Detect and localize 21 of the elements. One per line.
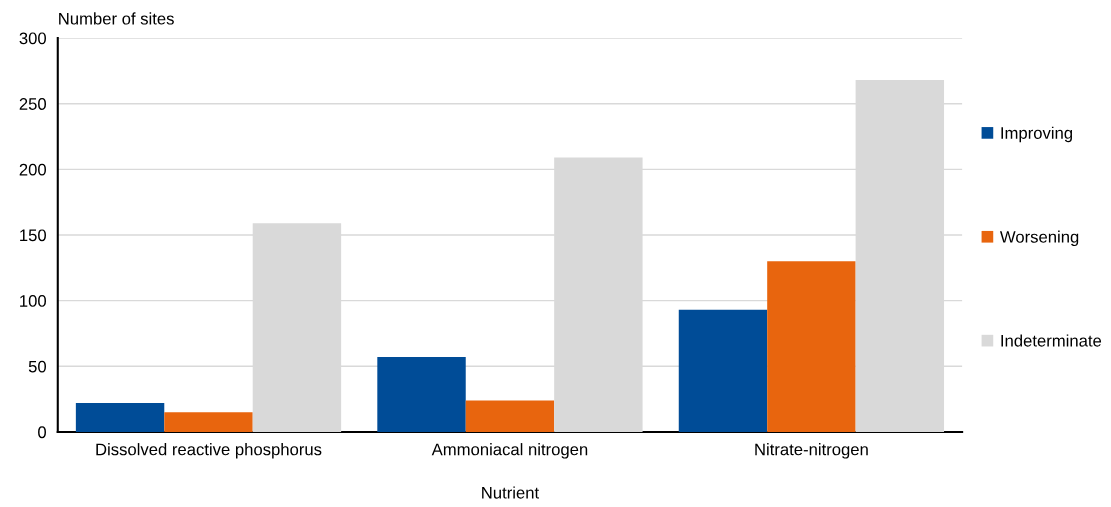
bar	[75, 403, 165, 432]
bar	[377, 357, 466, 432]
y-tick-label: 100	[20, 295, 47, 307]
x-tick-label: Dissolved reactive phosphorus	[96, 443, 322, 459]
y-tick-label: 200	[19, 163, 47, 176]
y-tick-label: 0	[38, 426, 47, 439]
y-tick-label: 50	[28, 360, 47, 373]
legend-label: Worsening	[999, 230, 1079, 247]
y-tick-label: 150	[20, 229, 47, 242]
y-axis-title: Number of sites	[59, 12, 174, 25]
x-axis-title: Nutrient	[482, 486, 540, 499]
bar	[767, 261, 856, 432]
bar	[164, 412, 253, 432]
legend-label: Indeterminate	[1001, 334, 1102, 347]
legend-label: Improving	[1001, 126, 1073, 143]
bar	[465, 400, 555, 432]
y-tick-label: 300	[19, 32, 47, 45]
x-tick-label: Nitrate-nitrogen	[755, 443, 868, 459]
x-tick-label: Ammoniacal nitrogen	[431, 443, 588, 459]
bar	[678, 309, 768, 432]
y-tick-label: 250	[19, 98, 47, 110]
